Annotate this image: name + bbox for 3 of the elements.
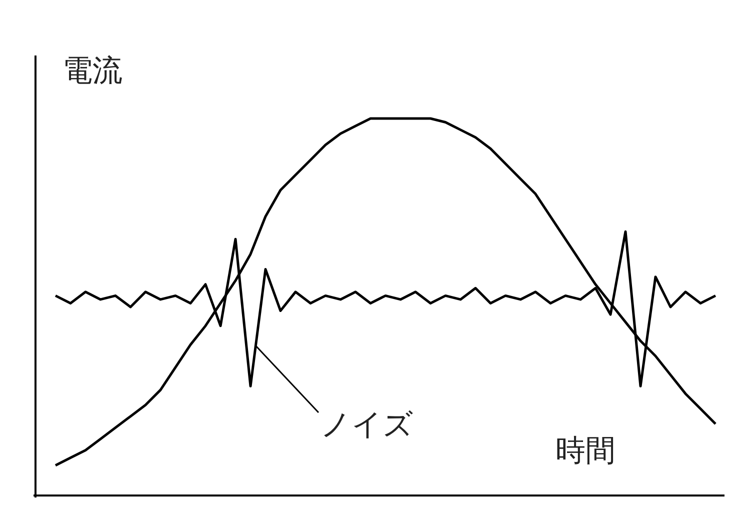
x-axis-title: 時間 — [556, 434, 616, 468]
annotation: ノイズ — [320, 408, 414, 442]
y-axis-title: 電流 — [62, 54, 122, 88]
